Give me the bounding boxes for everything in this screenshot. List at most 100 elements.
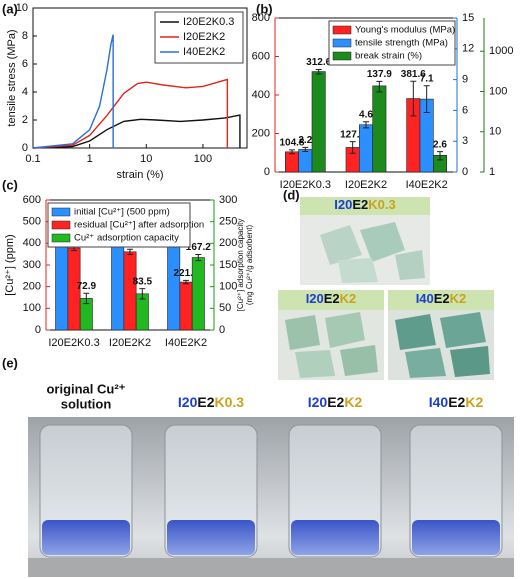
y-tick-label: 10 xyxy=(16,2,28,14)
error-bar xyxy=(315,68,322,75)
bar xyxy=(298,149,313,173)
error-bar xyxy=(195,254,202,262)
panel-label: (d) xyxy=(283,187,300,202)
value-label: 83.5 xyxy=(133,276,153,287)
y-tick-label: 250 xyxy=(219,216,237,228)
y-tick-label: 100 xyxy=(219,281,237,293)
x-tick-label: I40E2K2 xyxy=(406,179,448,191)
bar xyxy=(179,281,193,331)
series-line xyxy=(32,78,229,149)
x-tick-label: 10 xyxy=(140,153,152,165)
y-tick-label: 600 xyxy=(252,50,270,62)
sample-label: I20E2K0.3 xyxy=(178,394,244,410)
bar xyxy=(359,124,373,173)
y-tick-label: 0 xyxy=(22,142,28,154)
y-tick-label: 400 xyxy=(252,89,270,101)
legend-label: I40E2K2 xyxy=(183,46,225,58)
legend-label: break strain (%) xyxy=(355,51,422,62)
legend-swatch xyxy=(332,51,352,61)
y-tick-label: 8 xyxy=(22,30,28,42)
legend-swatch xyxy=(51,220,71,230)
x-tick-label: I20E2K0.3 xyxy=(48,337,99,349)
y-tick-label: 12 xyxy=(462,43,474,55)
legend-swatch xyxy=(332,38,352,48)
y-tick-label: 100 xyxy=(23,302,41,314)
photo-d xyxy=(278,197,494,380)
sample-label: I40E2K2 xyxy=(429,394,484,410)
y-tick-label: 1 xyxy=(489,166,495,178)
error-bar xyxy=(127,248,133,255)
bar xyxy=(191,257,205,331)
label-part: K0.3 xyxy=(368,197,395,212)
panel-label: (b) xyxy=(256,1,273,16)
x-axis-label: strain (%) xyxy=(116,169,163,181)
series-line xyxy=(32,114,241,149)
x-tick-label: I40E2K2 xyxy=(165,337,207,349)
y-tick-label: 6 xyxy=(462,104,468,116)
label-part: I40 xyxy=(429,394,449,410)
photo-e xyxy=(28,417,514,577)
y-tick-label: 0 xyxy=(35,324,41,336)
x-tick-label: I20E2K2 xyxy=(345,179,387,191)
y-tick-label: 50 xyxy=(219,302,231,314)
y-tick-label: 15 xyxy=(462,12,474,24)
error-bar xyxy=(423,85,430,113)
y-tick-label: 600 xyxy=(23,194,41,206)
y-axis-label: tensile stress (MPa) xyxy=(6,29,18,126)
legend-label: tensile strength (MPa) xyxy=(355,38,448,49)
value-label: 72.9 xyxy=(77,281,97,292)
y-tick-label: 4 xyxy=(22,86,28,98)
sample-label: I20E2K2 xyxy=(306,291,357,306)
legend-label: I20E2K2 xyxy=(183,31,225,43)
error-bar xyxy=(183,279,189,285)
value-label: 2.6 xyxy=(433,139,447,150)
label-part: E2 xyxy=(434,291,450,306)
legend-swatch xyxy=(51,207,71,217)
y2-axis-label: [Cu²⁺] adsorption capacity xyxy=(236,219,245,312)
y-tick-label: 400 xyxy=(23,237,41,249)
value-label: 221.2 xyxy=(173,268,198,279)
error-bar xyxy=(410,80,417,117)
error-bar xyxy=(139,288,146,300)
label-part: I40 xyxy=(416,291,434,306)
y2-axis-label: (mg Cu²⁺/g adsorbent) xyxy=(245,225,254,306)
value-label: 7.1 xyxy=(420,73,434,84)
sample-label: I20E2K0.3 xyxy=(334,197,395,212)
sample-label: I40E2K2 xyxy=(416,291,467,306)
y-tick-label: 0 xyxy=(219,324,225,336)
label-part: E2 xyxy=(352,197,368,212)
y-tick-label: 500 xyxy=(23,216,41,228)
y-tick-label: 10 xyxy=(489,126,501,138)
error-bar xyxy=(376,80,383,93)
legend-label: Cu²⁺ adsorption capacity xyxy=(74,233,179,244)
value-label: 2.2 xyxy=(298,135,312,146)
legend-label: I20E2K0.3 xyxy=(183,16,234,28)
error-bar xyxy=(83,292,90,305)
y-tick-label: 300 xyxy=(219,194,237,206)
error-bar xyxy=(437,151,444,161)
value-label: 104.8 xyxy=(279,138,304,149)
x-tick-label: 1 xyxy=(87,153,93,165)
legend-label: residual [Cu²⁺] after adsorption xyxy=(74,220,204,231)
value-label: 167.2 xyxy=(186,242,211,253)
legend-box xyxy=(47,202,191,248)
label-part: K0.3 xyxy=(215,394,245,410)
value-label: 127.6 xyxy=(340,129,365,140)
panel-label: (a) xyxy=(2,1,18,16)
value-label: 381.6 xyxy=(401,69,426,80)
reference-label: solution xyxy=(61,396,112,411)
value-label: 137.9 xyxy=(367,69,392,80)
label-part: E2 xyxy=(448,394,465,410)
value-label: 312.6 xyxy=(306,57,331,68)
x-tick-label: 100 xyxy=(194,153,212,165)
y-tick-label: 100 xyxy=(489,85,507,97)
x-tick-label: I20E2K2 xyxy=(109,337,151,349)
y-tick-label: 200 xyxy=(219,237,237,249)
legend-label: initial [Cu²⁺] (500 ppm) xyxy=(74,207,170,218)
y-tick-label: 6 xyxy=(22,58,28,70)
bar xyxy=(285,151,299,173)
y-tick-label: 1000 xyxy=(489,45,513,57)
error-bar xyxy=(288,149,295,155)
label-part: E2 xyxy=(197,394,214,410)
